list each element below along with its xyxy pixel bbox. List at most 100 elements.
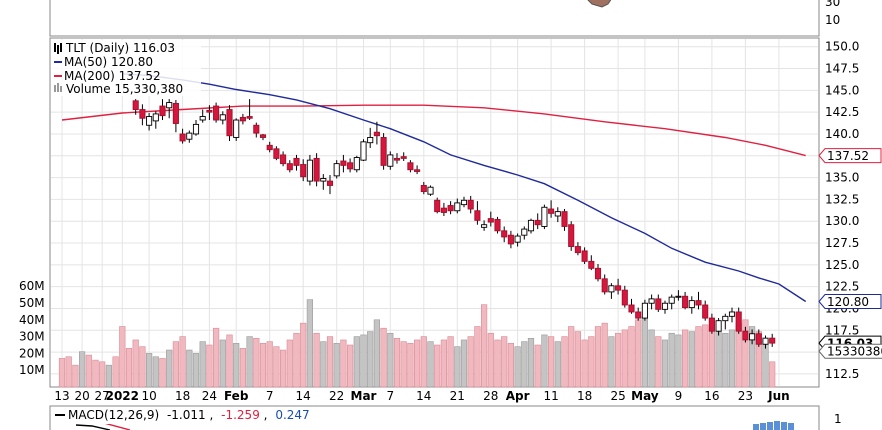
candle-body-76 [568,224,575,247]
volume-legend-icon [54,83,62,92]
volume-bar-79 [588,336,595,388]
candle-body-78 [581,250,588,262]
candle-body-95 [695,300,702,306]
candle-body-80 [594,267,602,280]
candle-body-74 [554,211,561,217]
volume-bar-44 [353,336,360,388]
candle-body-69 [521,228,528,236]
date-tick-20: May [631,389,659,403]
candle-body-70 [527,219,535,232]
date-tick-3: 2022 [106,389,139,403]
ma200-line [61,104,806,157]
top-axis-label-30: 30 [825,0,840,9]
macd-histogram [753,421,794,430]
candle-body-57 [440,207,447,213]
candle-body-37 [306,159,313,182]
date-tick-4: 10 [141,389,156,403]
volume-bar-6 [99,361,106,388]
candle-body-94 [688,300,695,309]
ma50-legend-label: MA(50) 120.80 [64,55,153,69]
legend-background [51,40,201,96]
candle-body-26 [233,119,240,138]
top-panel-frame [49,0,820,37]
top-panel-blob [587,0,612,8]
candle-body-81 [601,278,608,293]
candle-body-20 [192,123,200,135]
candle-body-36 [300,164,307,178]
candle-body-86 [635,311,642,319]
candle-body-79 [588,260,595,269]
date-tick-23: 23 [738,389,753,403]
candle-body-51 [400,156,407,159]
candle-body-84 [621,289,628,306]
volume-bar-83 [614,332,622,388]
volume-bar-70 [527,337,535,388]
candle-body-47 [373,131,380,137]
candle-body-29 [253,124,260,134]
volume-bar-89 [655,336,662,388]
candle-body-17 [172,102,179,124]
date-tick-8: 7 [266,389,274,403]
price-callout-1: 120.80 [818,293,882,309]
volume-bar-26 [233,343,240,388]
volume-bar-19 [186,349,193,388]
volume-tick-4: 20M [19,346,45,360]
candle-body-15 [159,105,166,117]
volume-bar-61 [467,336,474,388]
volume-bar-27 [239,348,247,388]
volume-bar-102 [742,319,749,388]
candle-body-43 [347,162,354,170]
candle-body-13 [146,116,153,126]
chart-title: TLT (Daily) 116.03 [65,41,175,55]
date-tick-9: 14 [296,389,311,403]
candle-body-106 [769,337,776,344]
volume-bar-22 [206,344,213,388]
volume-bar-11 [132,339,139,388]
volume-axis: 60M 50M 40M 30M 20M 10M [19,279,45,377]
candle-body-52 [407,162,414,171]
candle-body-48 [380,137,387,166]
price-callout-label-3: 15330380 [827,345,882,359]
legend: TLT (Daily) 116.03 MA(50) 120.80 MA(200)… [51,40,201,96]
macd-legend-text: MACD(12,26,9) -1.011 , -1.259 , 0.247 [68,408,310,422]
volume-bar-65 [494,339,501,388]
volume-bar-80 [594,326,602,388]
price-callout-label-0: 137.52 [827,149,869,163]
date-tick-16: Apr [506,389,530,403]
volume-bar-12 [139,346,146,388]
candle-body-93 [682,295,689,309]
candle-body-54 [420,185,427,193]
candle-body-30 [259,134,267,138]
volume-bar-76 [568,326,575,388]
date-tick-21: 9 [675,389,683,403]
price-callout-box-3 [818,343,882,359]
candle-body-90 [661,302,669,310]
date-tick-1: 20 [74,389,89,403]
candle-body-89 [655,298,662,310]
price-tick-4: 140.0 [825,127,859,141]
candle-body-85 [628,304,635,313]
volume-bar-78 [581,339,588,388]
volume-bar-17 [172,341,180,388]
volume-bar-14 [152,356,159,388]
candle-body-31 [266,144,273,151]
price-tick-3: 142.5 [825,105,859,119]
candle-body-104 [755,333,762,345]
volume-bar-66 [501,336,508,388]
volume-bar-41 [333,343,340,388]
volume-bar-2 [72,364,79,388]
volume-bar-52 [407,343,414,388]
candle-body-16 [166,102,173,109]
candle-body-65 [494,219,501,232]
ma50-line [122,73,807,303]
volume-bar-49 [387,332,394,388]
volume-bar-23 [213,327,220,388]
macd-line [75,424,111,430]
volume-bar-32 [273,346,280,388]
volume-bar-92 [675,334,682,388]
volume-bar-37 [306,299,314,388]
volume-bar-81 [601,322,608,388]
candle-body-100 [728,311,736,317]
